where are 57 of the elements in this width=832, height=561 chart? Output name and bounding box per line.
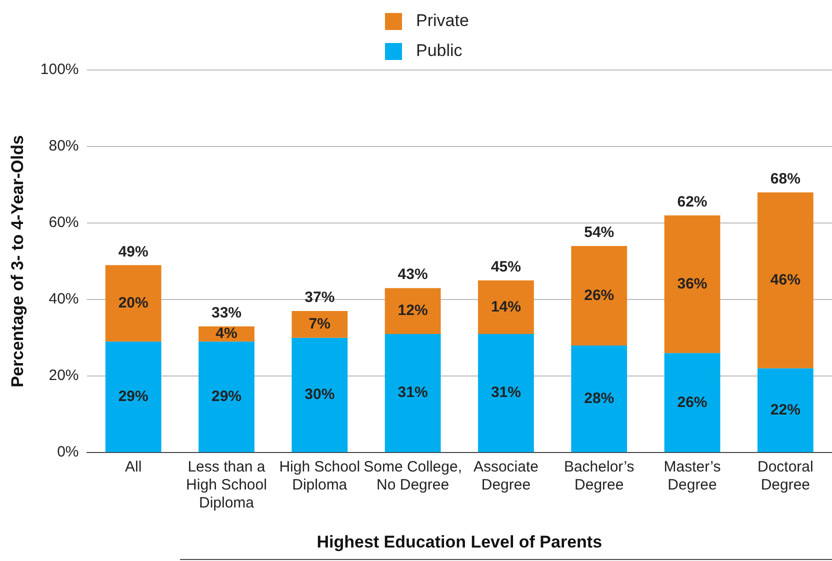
data-label: 36% — [677, 275, 708, 292]
x-tick-label: Less than a High School Diploma — [186, 458, 267, 512]
data-label: 28% — [584, 390, 614, 407]
data-label: 26% — [584, 286, 614, 304]
y-tick-label: 60% — [48, 214, 79, 232]
data-label: 7% — [308, 316, 330, 333]
data-label: 22% — [770, 401, 800, 418]
total-label: 49% — [118, 243, 148, 260]
bar — [478, 280, 534, 334]
data-label: 29% — [211, 388, 242, 406]
y-tick-label: 0% — [57, 444, 79, 461]
y-axis-title: Percentage of 3- to 4-Year-Olds — [8, 135, 27, 388]
x-tick-label: Master’s Degree — [664, 458, 721, 494]
bar — [571, 246, 628, 346]
bar — [105, 265, 162, 342]
x-tick-label: Doctoral Degree — [757, 458, 814, 494]
legend-label: Public — [416, 41, 462, 61]
data-label: 30% — [304, 386, 335, 404]
bar — [478, 334, 534, 452]
data-label: 31% — [398, 384, 428, 402]
bar — [757, 368, 814, 452]
bar — [571, 345, 628, 452]
bar — [198, 342, 254, 452]
x-axis-title: Highest Education Level of Parents — [316, 532, 602, 552]
data-label: 14% — [490, 298, 521, 316]
y-tick-label: 20% — [48, 367, 79, 384]
total-label: 62% — [677, 194, 708, 211]
data-label: 29% — [118, 388, 148, 406]
x-tick-label: High School Diploma — [279, 458, 360, 494]
total-label: 37% — [304, 289, 335, 306]
x-tick-label: Associate Degree — [473, 458, 538, 494]
y-tick-label: 80% — [48, 138, 79, 155]
x-tick-label: All — [125, 458, 142, 476]
legend-label: Private — [416, 11, 469, 31]
bar — [664, 353, 720, 452]
bar — [384, 288, 441, 334]
data-label: 4% — [216, 325, 238, 342]
data-label: 31% — [490, 384, 521, 402]
y-tick-label: 40% — [48, 290, 79, 308]
x-tick-label: Bachelor’s Degree — [564, 458, 634, 494]
data-label: 46% — [770, 272, 800, 289]
total-label: 33% — [211, 304, 242, 322]
bar — [105, 342, 162, 452]
bar — [292, 338, 348, 452]
bar — [292, 311, 348, 338]
bar — [664, 215, 720, 354]
total-label: 68% — [770, 170, 800, 188]
total-label: 45% — [490, 258, 521, 276]
bar — [757, 192, 814, 368]
y-tick-label: 100% — [40, 61, 79, 78]
total-label: 43% — [398, 266, 428, 284]
total-label: 54% — [584, 224, 614, 242]
x-tick-label: Some College, No Degree — [364, 458, 462, 494]
data-label: 20% — [118, 294, 148, 312]
bar — [384, 334, 441, 452]
data-label: 12% — [398, 302, 428, 320]
data-label: 26% — [677, 394, 708, 411]
